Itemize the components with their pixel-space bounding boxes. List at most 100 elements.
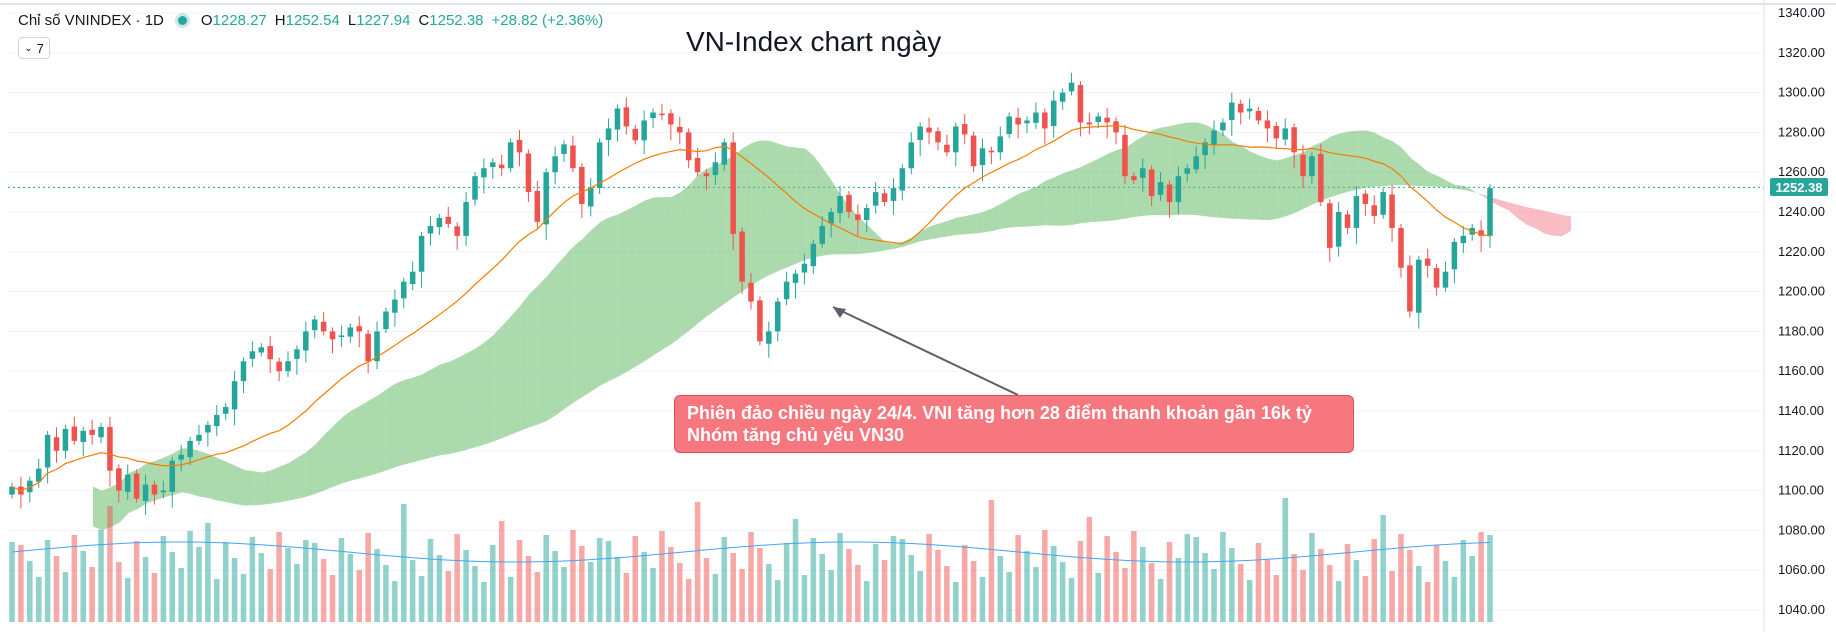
y-tick-label: 1260.00	[1778, 164, 1825, 179]
volume-bar	[222, 542, 229, 622]
volume-bar	[890, 536, 897, 622]
cloud-segment	[983, 208, 993, 233]
volume-bar	[810, 538, 817, 622]
volume-bar	[1335, 581, 1342, 622]
volume-bar	[507, 577, 514, 622]
candle-body	[445, 216, 452, 224]
volume-bar	[196, 547, 202, 622]
candle-body	[276, 361, 282, 372]
volume-bar	[258, 553, 265, 622]
cloud-segment	[253, 471, 263, 506]
candle-body	[623, 107, 630, 127]
cloud-segment	[449, 357, 459, 454]
candle-body	[988, 150, 995, 153]
volume-bar	[445, 571, 452, 622]
cloud-segment	[475, 342, 485, 448]
candle-body	[525, 153, 532, 193]
price-axis[interactable]: 1340.00 1320.00 1300.00 1280.00 1260.00 1240.…	[1763, 0, 1825, 632]
candle-body	[124, 474, 131, 492]
cloud-segment	[876, 233, 886, 252]
candle-body	[1211, 130, 1217, 145]
volume-bar	[9, 542, 15, 622]
cloud-segment	[778, 143, 788, 271]
annotation-callout[interactable]: Phiên đảo chiều ngày 24/4. VNI tăng hơn …	[674, 395, 1354, 453]
volume-bar	[214, 579, 220, 622]
volume-bar	[347, 554, 354, 622]
candle-body	[855, 214, 861, 220]
volume-bar	[1318, 549, 1324, 622]
open-key: O	[200, 12, 213, 29]
candle-body	[819, 225, 825, 244]
candle-body	[169, 460, 176, 492]
cloud-segment	[1286, 155, 1296, 217]
candle-body	[570, 145, 576, 169]
candle-body	[1326, 203, 1333, 248]
volume-bar	[917, 571, 923, 622]
candle-body	[1344, 214, 1351, 228]
volume-bar	[1122, 568, 1128, 622]
volume-bar	[116, 562, 122, 622]
cloud-segment	[1090, 158, 1100, 223]
candle-body	[552, 156, 558, 173]
cloud-segment	[573, 238, 583, 403]
volume-bar	[1095, 573, 1102, 622]
candle-body	[1380, 192, 1386, 215]
candle-body	[908, 142, 915, 169]
candle-body	[400, 281, 407, 299]
y-tick-label: 1040.00	[1778, 602, 1825, 617]
cloud-segment	[1125, 141, 1135, 219]
cloud-segment	[787, 146, 797, 268]
volume-bar	[160, 536, 167, 622]
candle-body	[1077, 85, 1084, 123]
cloud-segment	[956, 215, 966, 235]
candle-body	[311, 319, 318, 331]
volume-bar	[774, 580, 781, 622]
volume-bar	[614, 557, 621, 622]
candle-body	[44, 434, 51, 468]
candle-body	[507, 142, 514, 169]
close-key: C	[418, 12, 430, 29]
cloud-segment	[992, 203, 1002, 231]
cloud-segment	[235, 465, 245, 506]
cloud-segment	[395, 379, 405, 468]
market-status-icon	[177, 16, 187, 25]
volume-bar	[1033, 567, 1039, 622]
cloud-segment	[653, 197, 663, 356]
volume-bar	[1451, 577, 1458, 622]
cloud-segment	[1259, 155, 1269, 221]
y-tick-label: 1140.00	[1778, 403, 1824, 418]
cloud-segment	[564, 246, 574, 409]
candle-body	[1318, 153, 1324, 203]
volume-bar	[89, 567, 95, 622]
volume-bar	[1086, 517, 1093, 622]
candle-body	[650, 112, 656, 119]
y-tick-label: 1060.00	[1778, 562, 1825, 577]
cloud-segment	[279, 462, 289, 503]
cloud-segment	[1330, 133, 1340, 198]
cloud-segment	[760, 140, 770, 280]
arrow-head	[833, 307, 846, 318]
volume-bar	[418, 576, 425, 622]
volume-bar	[463, 550, 469, 622]
volume-bar	[472, 566, 478, 622]
symbol-label[interactable]: Chỉ số VNINDEX · 1D	[18, 12, 164, 29]
volume-bar	[1469, 556, 1475, 622]
cloud-segment	[386, 383, 396, 471]
candle-body	[1255, 110, 1262, 121]
cloud-segment	[1099, 153, 1109, 222]
cloud-segment	[342, 410, 352, 484]
cloud-segment	[351, 405, 361, 481]
volume-bar	[632, 536, 639, 622]
volume-bar	[107, 506, 113, 622]
candle-body	[196, 434, 202, 441]
candle-body	[792, 273, 799, 283]
indicator-collapse-button[interactable]: ⌄ 7	[18, 37, 50, 59]
volume-bar	[659, 531, 665, 622]
cloud-segment	[645, 197, 654, 361]
cloud-segment	[965, 214, 975, 235]
y-tick-label: 1180.00	[1778, 323, 1824, 338]
high-value: 1252.54	[285, 12, 340, 29]
volume-bar	[730, 553, 736, 622]
